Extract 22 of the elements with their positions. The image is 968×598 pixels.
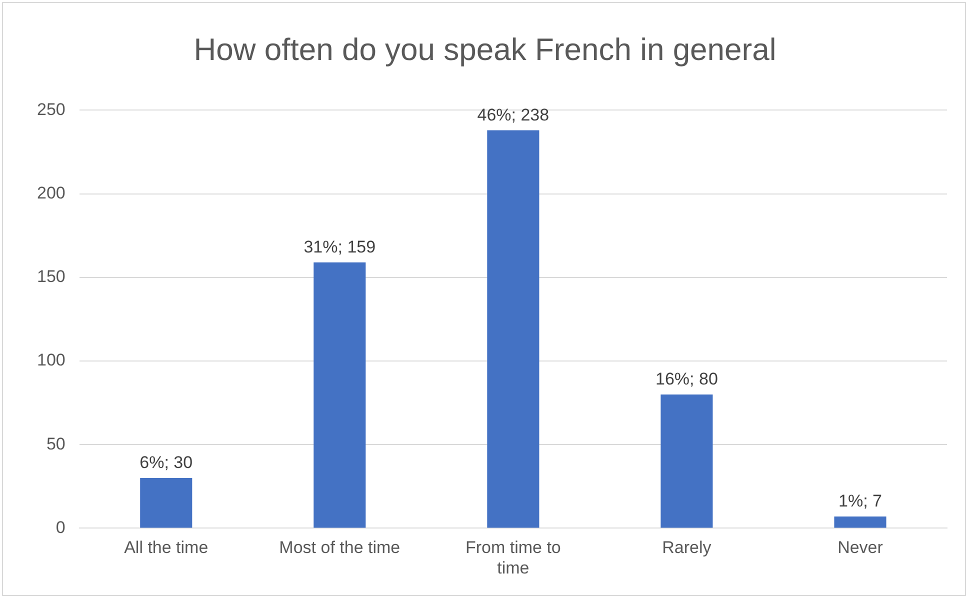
data-label: 6%; 30 xyxy=(140,453,193,472)
data-label: 46%; 238 xyxy=(477,105,550,124)
x-tick-label: Rarely xyxy=(662,538,712,558)
y-tick-label: 50 xyxy=(46,434,66,454)
bar xyxy=(314,262,366,528)
y-tick-label: 100 xyxy=(36,350,66,370)
bar xyxy=(487,130,540,528)
bar xyxy=(140,478,192,528)
y-tick-label: 200 xyxy=(36,183,66,202)
chart-title: How often do you speak French in general xyxy=(194,32,776,68)
data-label: 16%; 80 xyxy=(656,370,718,389)
data-label: 31%; 159 xyxy=(304,238,376,257)
x-tick-label: Most of the time xyxy=(279,538,400,558)
y-tick-label: 250 xyxy=(36,100,66,119)
y-tick-label: 150 xyxy=(36,267,66,286)
data-label: 1%; 7 xyxy=(838,492,882,511)
x-tick-label: Never xyxy=(838,538,884,558)
x-tick-label: All the time xyxy=(124,538,208,558)
bar xyxy=(834,516,886,528)
bar xyxy=(660,394,713,528)
x-tick-label: From time to time xyxy=(465,538,561,578)
y-tick-label: 0 xyxy=(56,518,66,537)
